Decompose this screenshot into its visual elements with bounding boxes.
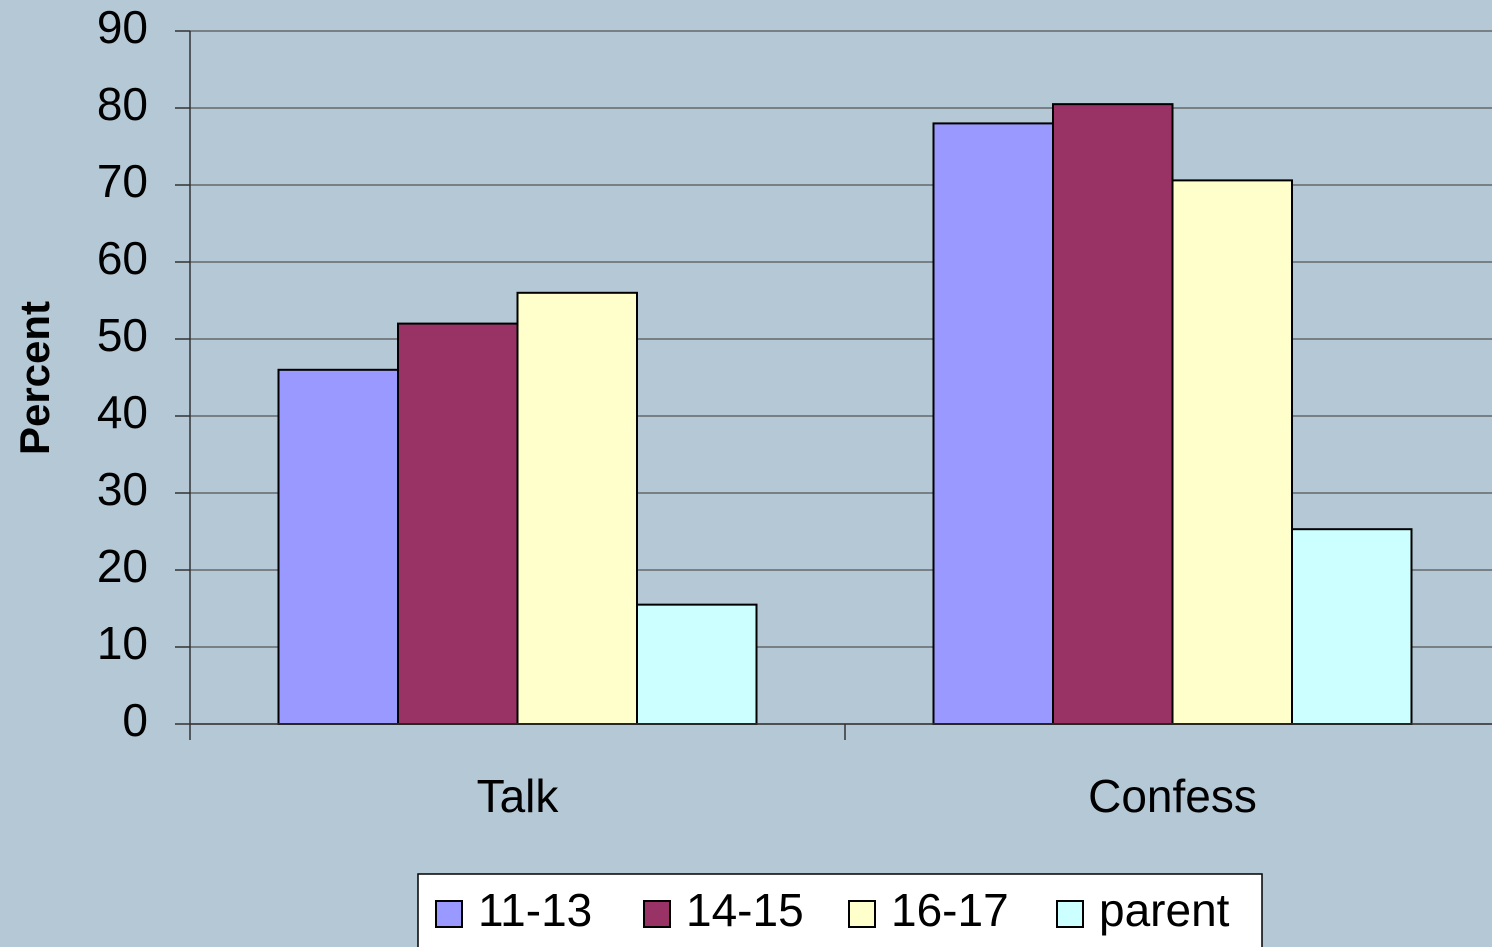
x-tick-label: Talk xyxy=(477,770,560,822)
y-tick-label: 70 xyxy=(97,155,148,207)
legend-label: 16-17 xyxy=(891,884,1009,936)
y-tick-label: 80 xyxy=(97,78,148,130)
y-tick-label: 30 xyxy=(97,463,148,515)
bar xyxy=(1291,528,1413,725)
bar xyxy=(397,322,519,725)
y-tick-label: 10 xyxy=(97,617,148,669)
legend-swatch xyxy=(848,900,876,928)
y-tick-label: 40 xyxy=(97,386,148,438)
y-tick-label: 50 xyxy=(97,309,148,361)
y-tick-label: 20 xyxy=(97,540,148,592)
legend-label: parent xyxy=(1099,884,1230,936)
bar xyxy=(932,122,1054,725)
legend-swatch xyxy=(435,900,463,928)
bar xyxy=(1052,103,1174,725)
bar xyxy=(636,603,758,726)
legend-label: 14-15 xyxy=(686,884,804,936)
y-tick-label: 60 xyxy=(97,232,148,284)
legend-box xyxy=(417,873,1263,947)
bar xyxy=(277,368,399,725)
y-tick-label: 90 xyxy=(97,1,148,53)
bar xyxy=(1171,179,1293,725)
legend-label: 11-13 xyxy=(478,884,592,936)
y-axis-label: Percent xyxy=(11,301,58,455)
legend-swatch xyxy=(643,900,671,928)
legend-swatch xyxy=(1056,900,1084,928)
x-tick-label: Confess xyxy=(1088,770,1257,822)
bar xyxy=(516,291,638,725)
y-tick-label: 0 xyxy=(122,694,148,746)
